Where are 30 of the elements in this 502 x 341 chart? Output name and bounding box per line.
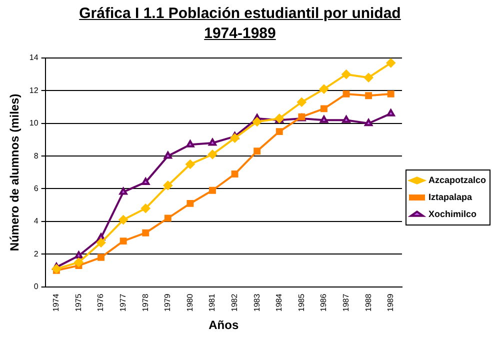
chart-title: Gráfica I 1.1 Población estudiantil por unidad 1974-1989: [78, 4, 402, 44]
x-tick-label: 1978: [140, 293, 150, 312]
x-tick-label: 1982: [230, 293, 239, 312]
y-tick-label: 14: [29, 53, 39, 62]
y-tick-label: 4: [34, 216, 39, 226]
y-tick-label: 2: [34, 249, 39, 258]
y-tick-label: 10: [29, 118, 39, 128]
y-tick-label: 0: [34, 282, 39, 292]
x-tick-label: 1985: [296, 293, 306, 312]
y-tick-label: 8: [34, 151, 39, 160]
x-tick-label: 1981: [208, 293, 217, 312]
y-axis-title: Número de alumnos (miles): [8, 94, 22, 252]
x-tick-label: 1975: [74, 293, 83, 312]
x-axis-title: Años: [208, 318, 239, 332]
x-tick-label: 1986: [319, 293, 328, 312]
x-tick-label: 1984: [274, 293, 284, 312]
legend-label: Xochimilco: [428, 208, 477, 219]
y-tick-label: 12: [29, 86, 39, 95]
legend-label: Azcapotzalco: [428, 174, 486, 185]
x-tick-label: 1987: [341, 293, 350, 312]
x-tick-label: 1988: [364, 293, 373, 312]
x-tick-label: 1976: [96, 293, 106, 312]
x-tick-label: 1983: [252, 293, 262, 312]
x-tick-label: 1974: [52, 293, 61, 312]
y-tick-label: 6: [34, 184, 39, 193]
x-tick-label: 1977: [118, 293, 128, 312]
legend-label: Iztapalapa: [428, 192, 473, 202]
x-tick-label: 1980: [185, 293, 194, 312]
x-tick-label: 1979: [163, 293, 172, 312]
x-tick-label: 1989: [386, 293, 396, 312]
